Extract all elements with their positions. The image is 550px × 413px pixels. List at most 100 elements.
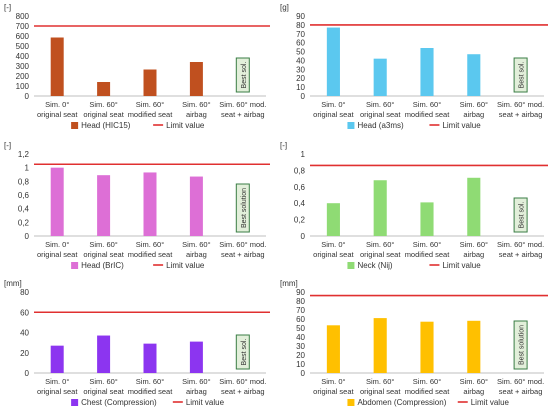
- x-tick-label: Sim. 60°: [366, 240, 394, 249]
- x-tick-label: original seat: [313, 110, 354, 119]
- x-tick-label: Sim. 60° mod.: [219, 100, 266, 109]
- x-tick-label: Sim. 0°: [45, 100, 69, 109]
- y-tick-label: 0: [25, 232, 30, 241]
- x-tick-label: Sim. 60°: [366, 100, 394, 109]
- legend-series-name: Neck (Nij): [357, 261, 392, 270]
- y-tick-label: 400: [16, 52, 30, 61]
- y-tick-label: 0: [301, 232, 306, 241]
- y-tick-label: 20: [296, 351, 305, 360]
- legend-limit-label: Limit value: [442, 121, 481, 130]
- y-tick-label: 0,2: [294, 216, 306, 225]
- x-tick-label: airbag: [186, 250, 207, 259]
- x-tick-label: modified seat: [128, 110, 174, 119]
- bar: [143, 343, 157, 373]
- x-tick-label: Sim. 60°: [413, 240, 441, 249]
- y-tick-label: 200: [16, 72, 30, 81]
- best-solution-badge: [513, 197, 528, 233]
- x-tick-label: Sim. 60°: [182, 240, 210, 249]
- bar: [467, 54, 481, 96]
- x-tick-label: Sim. 60°: [460, 100, 488, 109]
- legend-series-name: Head (BrIC): [81, 261, 124, 270]
- unit-label: [-]: [4, 141, 11, 150]
- best-solution-badge: [235, 183, 250, 233]
- x-tick-label: airbag: [463, 387, 484, 396]
- best-solution-badge: [513, 57, 528, 93]
- x-tick-label: original seat: [37, 387, 78, 396]
- x-tick-label: airbag: [186, 387, 207, 396]
- x-tick-label: seat + airbag: [499, 250, 543, 259]
- legend-series-name: Head (HIC15): [81, 121, 131, 130]
- y-tick-label: 600: [16, 32, 30, 41]
- x-tick-label: Sim. 0°: [321, 100, 345, 109]
- bar: [189, 341, 203, 373]
- bar: [467, 320, 481, 373]
- y-tick-label: 0,6: [18, 191, 30, 200]
- legend-swatch: [347, 262, 355, 269]
- x-tick-label: seat + airbag: [499, 387, 543, 396]
- x-tick-label: Sim. 60°: [136, 240, 164, 249]
- x-tick-label: Sim. 60° mod.: [497, 100, 544, 109]
- x-tick-label: modified seat: [128, 250, 174, 259]
- legend-swatch: [71, 122, 79, 129]
- x-tick-label: Sim. 60° mod.: [219, 377, 266, 386]
- x-tick-label: original seat: [360, 110, 401, 119]
- bar: [420, 321, 434, 373]
- y-tick-label: 60: [296, 39, 305, 48]
- x-tick-label: airbag: [463, 250, 484, 259]
- y-tick-label: 90: [296, 12, 305, 21]
- legend-series-name: Abdomen (Compression): [357, 398, 446, 407]
- x-tick-label: Sim. 60°: [89, 240, 117, 249]
- y-tick-label: 80: [20, 288, 29, 297]
- y-tick-label: 500: [16, 42, 30, 51]
- bar: [373, 180, 387, 236]
- x-tick-label: seat + airbag: [221, 110, 265, 119]
- x-tick-label: original seat: [83, 387, 124, 396]
- legend-series-name: Head (a3ms): [357, 121, 404, 130]
- best-solution-label: Best sol.: [241, 62, 248, 89]
- bar: [420, 48, 434, 96]
- legend-swatch: [347, 122, 355, 129]
- x-tick-label: Sim. 60°: [460, 240, 488, 249]
- chart-panel-abdomen-compression: [mm] 0 10 20 30 40 50 60 70 80 90 Best solution Sim.…: [276, 276, 550, 413]
- x-tick-label: airbag: [463, 110, 484, 119]
- x-tick-label: Sim. 60°: [413, 100, 441, 109]
- unit-label: [mm]: [280, 279, 298, 288]
- y-tick-label: 80: [296, 297, 305, 306]
- bar: [373, 318, 387, 373]
- x-tick-label: Sim. 0°: [321, 240, 345, 249]
- legend-limit-label: Limit value: [166, 261, 205, 270]
- y-tick-label: 300: [16, 62, 30, 71]
- bar: [467, 177, 481, 236]
- bar: [373, 58, 387, 96]
- y-tick-label: 70: [296, 30, 305, 39]
- x-tick-label: seat + airbag: [499, 110, 543, 119]
- chart-panel-neck-nij: [-] 0 0,2 0,4 0,6 0,8 1 Best sol. Sim. 0° origina…: [276, 138, 550, 276]
- y-tick-label: 50: [296, 48, 305, 57]
- y-tick-label: 60: [20, 308, 29, 317]
- y-tick-label: 50: [296, 324, 305, 333]
- bar: [50, 167, 64, 236]
- x-tick-label: Sim. 60°: [460, 377, 488, 386]
- bar: [189, 62, 203, 96]
- x-tick-label: airbag: [186, 110, 207, 119]
- x-tick-label: Sim. 60°: [182, 100, 210, 109]
- unit-label: [-]: [280, 141, 287, 150]
- y-tick-label: 10: [296, 360, 305, 369]
- x-tick-label: Sim. 0°: [45, 240, 69, 249]
- x-tick-label: Sim. 60°: [89, 377, 117, 386]
- y-tick-label: 1: [25, 164, 30, 173]
- best-solution-label: Best sol.: [519, 62, 526, 89]
- bar: [50, 345, 64, 373]
- x-tick-label: Sim. 0°: [321, 377, 345, 386]
- x-tick-label: modified seat: [405, 110, 451, 119]
- y-tick-label: 30: [296, 65, 305, 74]
- best-solution-label: Best sol.: [241, 339, 248, 366]
- y-tick-label: 40: [296, 56, 305, 65]
- y-tick-label: 10: [296, 83, 305, 92]
- y-tick-label: 60: [296, 315, 305, 324]
- y-tick-label: 0: [25, 92, 30, 101]
- x-tick-label: Sim. 60°: [182, 377, 210, 386]
